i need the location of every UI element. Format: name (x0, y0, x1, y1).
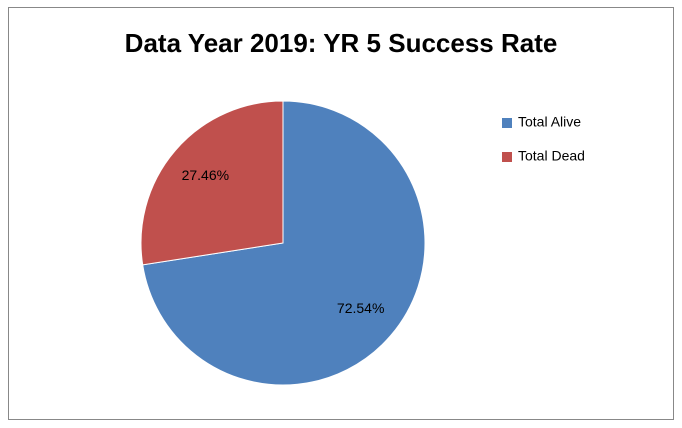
data-label: 72.54% (337, 300, 384, 316)
data-label: 27.46% (182, 167, 229, 183)
legend-label: Total Dead (518, 148, 585, 164)
legend-swatch (502, 118, 512, 128)
pie-slice (140, 100, 284, 266)
legend-label: Total Alive (518, 114, 581, 130)
pie-slice (142, 100, 426, 386)
legend-swatch (502, 152, 512, 162)
chart-title: Data Year 2019: YR 5 Success Rate (125, 28, 558, 58)
